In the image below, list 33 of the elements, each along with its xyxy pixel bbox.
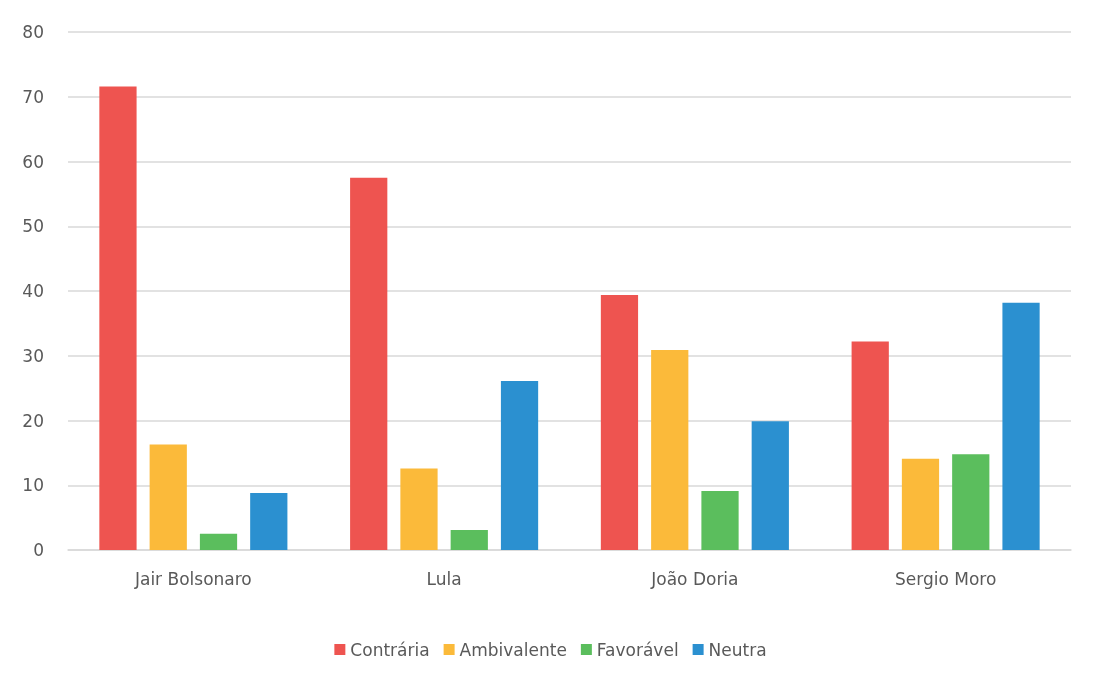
legend-label: Favorável: [596, 639, 679, 660]
bar: [952, 454, 990, 550]
bar: [751, 421, 789, 550]
legend-label: Contrária: [350, 639, 430, 660]
legend-label: Ambivalente: [459, 639, 567, 660]
bar: [400, 468, 438, 550]
y-tick-label: 30: [22, 345, 44, 366]
bar: [450, 529, 488, 550]
bar: [901, 458, 940, 550]
y-tick-label: 70: [22, 86, 44, 107]
bar: [701, 491, 739, 550]
x-tick-label: João Doria: [650, 568, 739, 589]
x-tick-label: Lula: [426, 568, 462, 589]
bar: [250, 493, 288, 550]
bar: [99, 86, 137, 550]
bar: [500, 381, 539, 550]
x-tick-label: Jair Bolsonaro: [133, 568, 252, 589]
legend-label: Neutra: [708, 639, 767, 660]
bar: [600, 294, 639, 550]
bar: [149, 444, 187, 550]
y-tick-label: 60: [22, 151, 44, 172]
bar: [1002, 302, 1040, 550]
y-tick-label: 10: [22, 475, 44, 496]
bar: [350, 177, 388, 550]
bar: [651, 349, 689, 550]
y-tick-label: 20: [22, 410, 44, 431]
y-tick-label: 80: [22, 22, 44, 42]
bar: [199, 533, 238, 550]
y-tick-label: 50: [22, 216, 44, 237]
y-tick-label: 40: [22, 281, 44, 301]
y-tick-label: 0: [33, 540, 44, 560]
bar: [851, 341, 889, 550]
x-tick-label: Sergio Moro: [894, 568, 997, 589]
